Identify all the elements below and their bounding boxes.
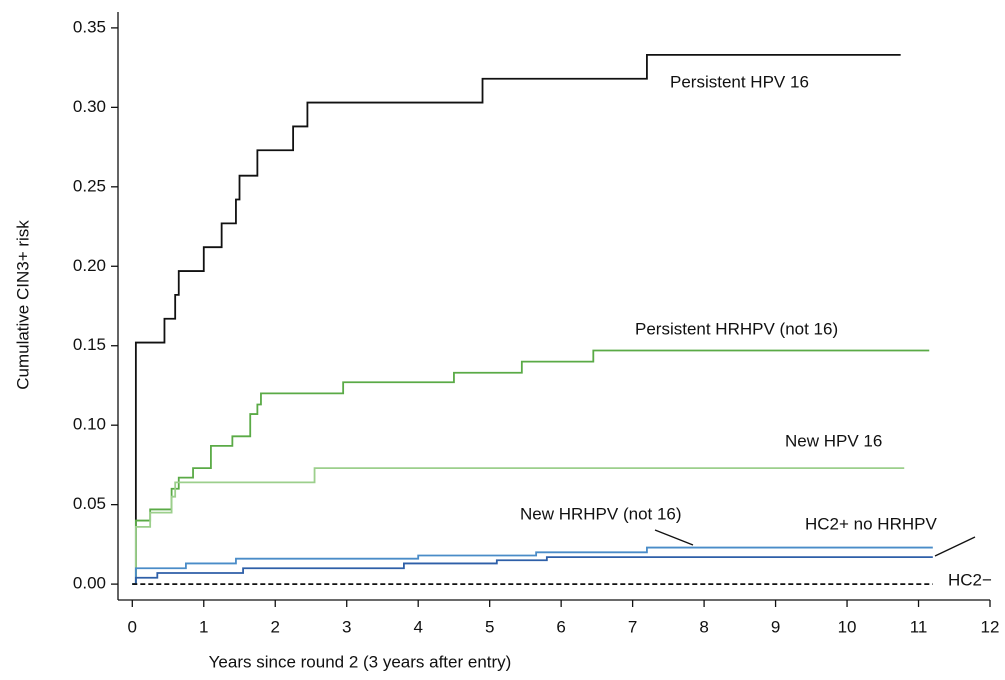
- step-line: [132, 54, 901, 586]
- x-tick-label: 0: [128, 617, 137, 636]
- series-label: New HRHPV (not 16): [520, 504, 682, 523]
- step-line: [132, 467, 905, 586]
- x-tick-label: 3: [342, 617, 351, 636]
- series-label: Persistent HRHPV (not 16): [635, 319, 838, 338]
- series-label: Persistent HPV 16: [670, 72, 809, 91]
- x-axis-label: Years since round 2 (3 years after entry…: [209, 652, 512, 671]
- series-label: HC2−: [948, 570, 992, 589]
- step-line: [132, 556, 933, 586]
- y-axis-label: Cumulative CIN3+ risk: [13, 220, 32, 390]
- y-tick-label: 0.35: [73, 17, 106, 36]
- x-tick-label: 11: [910, 617, 928, 636]
- y-tick-label: 0.15: [73, 335, 106, 354]
- y-tick-label: 0.05: [73, 494, 106, 513]
- x-tick-label: 5: [485, 617, 494, 636]
- leader-line: [654, 529, 694, 546]
- y-tick-label: 0.00: [73, 574, 106, 593]
- series-label: HC2+ no HRHPV: [805, 514, 937, 533]
- x-tick-label: 12: [981, 617, 1000, 636]
- y-tick-label: 0.25: [73, 176, 106, 195]
- x-tick-label: 8: [699, 617, 708, 636]
- x-tick-label: 2: [271, 617, 280, 636]
- y-tick-label: 0.10: [73, 415, 106, 434]
- step-line: [132, 546, 933, 586]
- x-tick-label: 1: [199, 617, 208, 636]
- x-tick-label: 7: [628, 617, 637, 636]
- y-tick-label: 0.30: [73, 97, 106, 116]
- x-tick-label: 9: [771, 617, 780, 636]
- step-line: [132, 349, 930, 586]
- y-tick-label: 0.20: [73, 256, 106, 275]
- leader-line: [934, 536, 976, 557]
- x-tick-label: 10: [838, 617, 857, 636]
- x-tick-label: 6: [556, 617, 565, 636]
- x-tick-label: 4: [413, 617, 422, 636]
- series-label: New HPV 16: [785, 431, 882, 450]
